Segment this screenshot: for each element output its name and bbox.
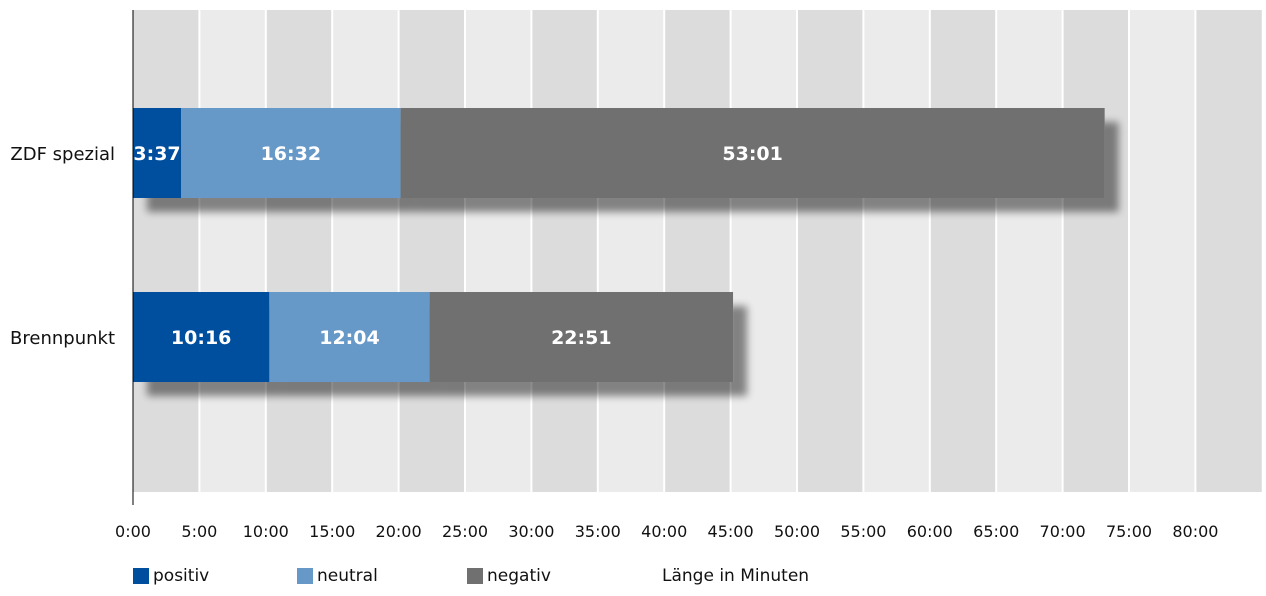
legend-item-negativ: negativ: [467, 566, 551, 586]
bar-neutral: [269, 292, 430, 382]
legend-item-positiv: positiv: [133, 566, 209, 586]
x-tick-label: 45:00: [708, 522, 754, 541]
x-tick-label: 15:00: [309, 522, 355, 541]
x-tick-label: 25:00: [442, 522, 488, 541]
bar-neutral: [181, 108, 401, 198]
bar-value-label: 22:51: [551, 327, 611, 349]
x-tick-labels-group: 0:00 5:00 10:00 15:00 20:00 25:00 30:00 35:00 40…: [115, 522, 1218, 541]
background-band: [1062, 10, 1129, 492]
x-tick-label: 0:00: [115, 522, 151, 541]
bar-negativ: [429, 292, 734, 382]
legend-label-negativ: negativ: [487, 566, 551, 586]
legend-swatch-negativ: [467, 568, 483, 584]
background-band: [1129, 10, 1196, 492]
x-tick-label: 55:00: [840, 522, 886, 541]
bar-value-label: 3:37: [133, 143, 180, 165]
x-tick-label: 70:00: [1040, 522, 1086, 541]
x-tick-label: 5:00: [181, 522, 217, 541]
background-band: [332, 10, 399, 492]
background-band: [465, 10, 532, 492]
x-tick-label: 80:00: [1172, 522, 1218, 541]
category-label: ZDF spezial: [10, 144, 115, 165]
background-band: [398, 10, 465, 492]
x-axis-title-text: Länge in Minuten: [662, 566, 810, 586]
x-tick-label: 65:00: [973, 522, 1019, 541]
x-axis-title: Länge in Minuten: [662, 566, 809, 586]
x-tick-label: 75:00: [1106, 522, 1152, 541]
bar-negativ: [400, 108, 1105, 198]
background-band: [133, 10, 200, 492]
bar-stack: [133, 292, 734, 382]
background-band: [797, 10, 864, 492]
bar-labels-group: 3:37 16:32 53:01 10:16 12:04 22:51: [133, 143, 782, 349]
background-bands: [133, 10, 1262, 492]
x-tick-label: 10:00: [243, 522, 289, 541]
bar-value-label: 12:04: [319, 327, 379, 349]
category-label: Brennpunkt: [10, 328, 115, 349]
background-band: [863, 10, 930, 492]
legend-swatch-positiv: [133, 568, 149, 584]
bar-stack: [133, 108, 1105, 198]
x-tick-label: 60:00: [907, 522, 953, 541]
bar-positiv: [133, 292, 270, 382]
background-band: [664, 10, 731, 492]
category-labels-group: ZDF spezial Brennpunkt: [10, 144, 115, 349]
background-band: [929, 10, 997, 492]
legend-swatch-neutral: [297, 568, 313, 584]
x-tick-label: 20:00: [376, 522, 422, 541]
x-tick-label: 40:00: [641, 522, 687, 541]
x-tick-label: 35:00: [575, 522, 621, 541]
legend-item-neutral: neutral: [297, 566, 378, 586]
background-band: [597, 10, 665, 492]
background-band: [199, 10, 266, 492]
x-tick-label: 50:00: [774, 522, 820, 541]
bar-positiv: [133, 108, 182, 198]
legend-label-neutral: neutral: [317, 566, 378, 586]
legend-label-positiv: positiv: [153, 566, 210, 586]
background-band: [730, 10, 797, 492]
background-band: [531, 10, 598, 492]
bars-group: [133, 108, 1105, 382]
background-band: [996, 10, 1063, 492]
background-band: [1195, 10, 1262, 492]
background-band: [265, 10, 333, 492]
bar-value-label: 16:32: [261, 143, 321, 165]
bar-value-label: 53:01: [722, 143, 782, 165]
bar-value-label: 10:16: [171, 327, 231, 349]
x-tick-label: 30:00: [508, 522, 554, 541]
legend: positiv neutral negativ Länge in Minuten: [0, 566, 1266, 596]
